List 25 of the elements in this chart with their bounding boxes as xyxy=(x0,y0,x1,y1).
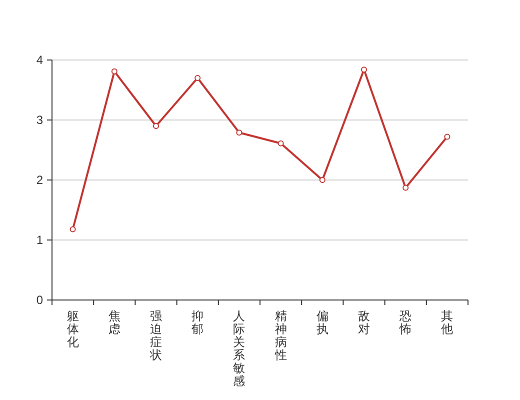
x-tick-label: 强迫症状 xyxy=(149,309,162,362)
point xyxy=(70,226,76,232)
point xyxy=(319,177,326,183)
x-tick-label: 焦虑 xyxy=(108,309,120,336)
x-tick-label: 躯体化 xyxy=(66,309,79,349)
y-tick-label: 2 xyxy=(36,173,44,187)
point xyxy=(402,184,409,191)
x-tick-label: 其他 xyxy=(441,309,454,336)
point xyxy=(236,130,242,136)
point xyxy=(444,134,450,140)
y-tick-label: 4 xyxy=(36,53,44,67)
y-tick-label: 0 xyxy=(36,293,44,307)
point xyxy=(361,66,367,73)
point xyxy=(278,140,284,146)
x-tick-label: 偏执 xyxy=(316,309,328,336)
x-tick-label: 精神病性 xyxy=(274,309,287,362)
x-tick-label: 人际关系敏感 xyxy=(233,309,246,388)
point xyxy=(111,68,118,74)
x-tick-label: 恐怖 xyxy=(398,309,412,336)
point xyxy=(194,75,201,81)
point xyxy=(153,123,159,129)
y-tick-label: 1 xyxy=(36,233,44,247)
x-tick-label: 敌对 xyxy=(358,309,370,336)
y-tick-label: 3 xyxy=(36,113,44,127)
x-tick-label: 抑郁 xyxy=(192,309,204,336)
